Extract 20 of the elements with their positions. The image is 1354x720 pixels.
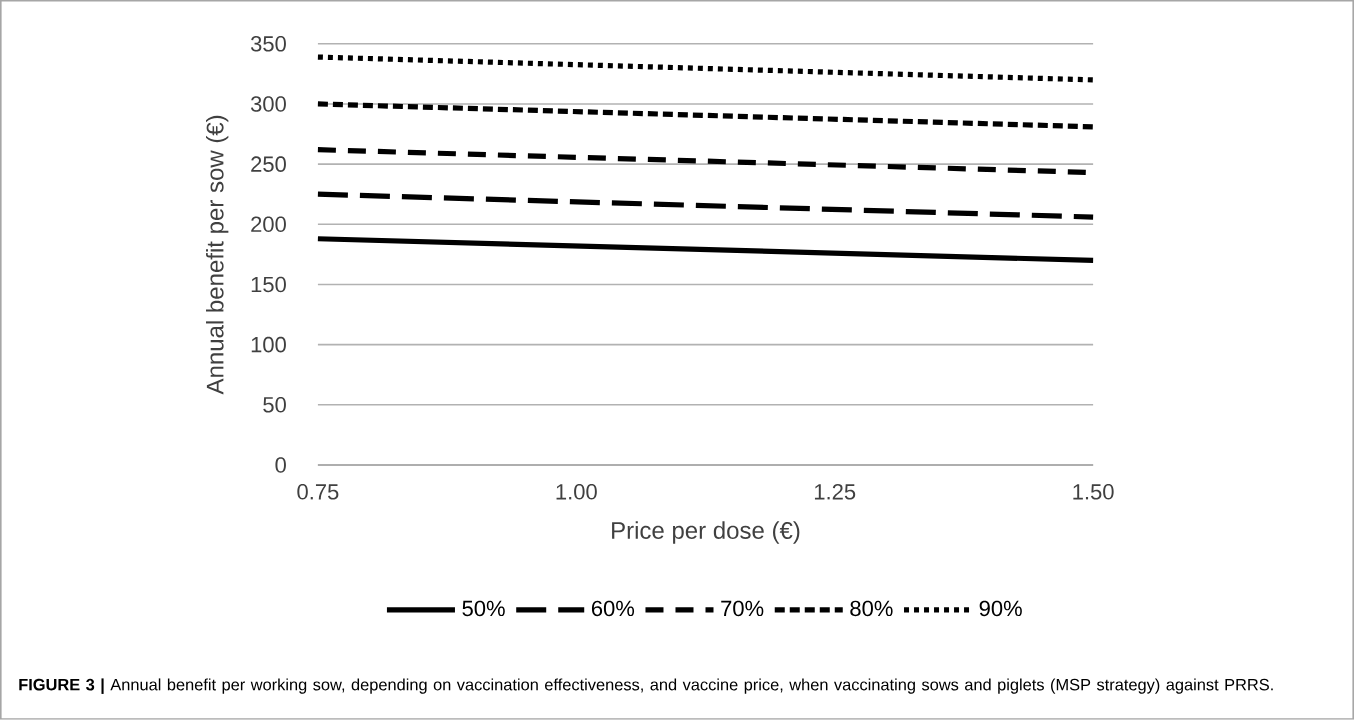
y-tick-label: 0 — [275, 457, 286, 473]
legend-label: 70% — [721, 600, 764, 617]
x-axis-title: Price per dose (€) — [612, 521, 800, 544]
legend-label: 50% — [462, 600, 505, 617]
y-axis-title: Annual benefit per sow (€) — [206, 115, 229, 395]
y-tick-label: 200 — [251, 216, 286, 233]
text: FIGURE 3 | Annual benefit per working sow, depending on vaccination effectiveness, and vaccine price, when vaccinating sows and piglets (MSP strategy) against PRRS. — [19, 678, 1273, 695]
legend-label: 80% — [850, 600, 893, 617]
x-tick-label: 0.75 — [297, 484, 339, 500]
y-tick-label: 350 — [250, 36, 286, 52]
legend-label: 60% — [591, 600, 635, 617]
y-tick-label: 250 — [251, 156, 286, 173]
x-tick-label: 1.50 — [1073, 484, 1114, 500]
legend-label: 90% — [979, 600, 1022, 617]
x-tick-label: 1.25 — [814, 484, 856, 500]
x-tick-label: 1.00 — [556, 484, 597, 500]
y-tick-label: 300 — [250, 96, 286, 112]
y-tick-label: 150 — [251, 276, 286, 293]
y-tick-label: 100 — [251, 336, 286, 353]
y-tick-label: 50 — [263, 397, 286, 413]
